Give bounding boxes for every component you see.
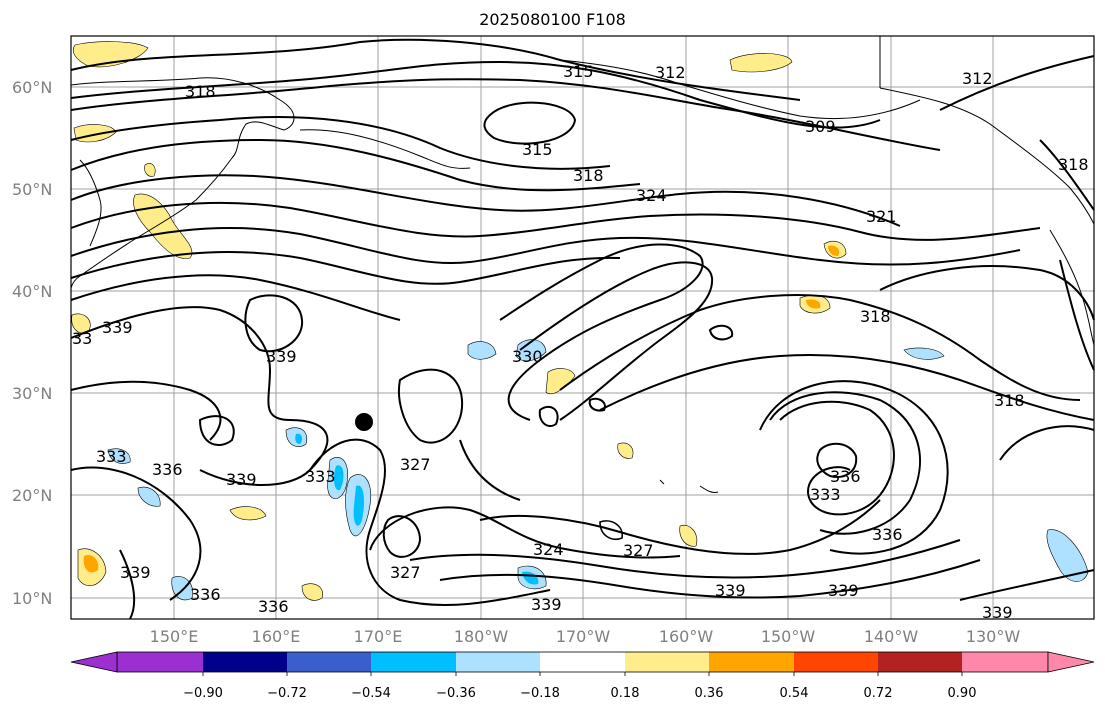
colorbar: −0.90 −0.72 −0.54 −0.36 −0.18 0.18 0.36 … <box>70 651 1095 701</box>
colorbar-segment <box>962 652 1048 672</box>
contour-label: 333 <box>810 485 841 504</box>
contour-label: 327 <box>400 455 431 474</box>
contour-label: 312 <box>962 69 993 88</box>
contour-label: 327 <box>390 563 421 582</box>
contour-label: 339 <box>266 347 297 366</box>
lat-label: 40°N <box>12 282 52 301</box>
contour-label: 336 <box>152 460 183 479</box>
lon-label: 150°E <box>150 627 199 646</box>
contour-label: 336 <box>258 597 289 616</box>
lat-label: 30°N <box>12 384 52 403</box>
contour-label: 33 <box>72 329 92 348</box>
colorbar-segment <box>794 652 878 672</box>
colorbar-tick-label: −0.18 <box>520 686 560 701</box>
contour-label: 336 <box>830 467 861 486</box>
lon-label: 130°W <box>966 627 1021 646</box>
contour-label: 333 <box>96 447 127 466</box>
colorbar-high-arrow <box>1047 651 1095 673</box>
colorbar-segment <box>287 652 371 672</box>
storm-marker <box>355 413 373 431</box>
colorbar-tick-label: 0.54 <box>780 686 809 701</box>
contour-label: 339 <box>531 595 562 614</box>
colorbar-tick-label: 0.72 <box>864 686 893 701</box>
lon-label: 140°W <box>864 627 919 646</box>
contour-label: 336 <box>872 525 903 544</box>
map-panel: 318 315 312 312 309 315 318 324 321 318 … <box>70 35 1095 622</box>
colorbar-tick-label: 0.36 <box>695 686 724 701</box>
lat-label: 10°N <box>12 589 52 608</box>
colorbar-tick-label: −0.54 <box>351 686 391 701</box>
contour-label: 318 <box>860 307 891 326</box>
contour-label: 339 <box>828 581 859 600</box>
contour-label: 318 <box>1058 155 1089 174</box>
contour-label: 339 <box>102 318 133 337</box>
colorbar-tick-label: −0.36 <box>436 686 476 701</box>
lon-label: 180°W <box>454 627 509 646</box>
colorbar-segment <box>709 652 794 672</box>
shaded-anomalies <box>71 41 1089 601</box>
colorbar-tick-label: −0.90 <box>183 686 223 701</box>
contour-label: 330 <box>512 347 543 366</box>
contour-label: 318 <box>994 391 1025 410</box>
colorbar-ticks: −0.90 −0.72 −0.54 −0.36 −0.18 0.18 0.36 … <box>183 686 976 701</box>
longitude-labels: 150°E 160°E 170°E 180°W 170°W 160°W 150°… <box>150 627 1021 646</box>
lon-label: 160°E <box>252 627 301 646</box>
colorbar-segment <box>117 652 203 672</box>
colorbar-low-arrow <box>70 651 118 673</box>
contour-label: 321 <box>866 207 897 226</box>
contour-label: 309 <box>805 117 836 136</box>
contour-label: 324 <box>636 186 667 205</box>
contour-label: 339 <box>226 470 257 489</box>
contour-label: 339 <box>982 603 1013 622</box>
contour-label: 315 <box>522 140 553 159</box>
lat-label: 60°N <box>12 78 52 97</box>
map-frame <box>70 35 1095 620</box>
lon-label: 160°W <box>659 627 714 646</box>
lon-label: 150°W <box>761 627 816 646</box>
lon-label: 170°E <box>354 627 403 646</box>
contours <box>70 38 1095 620</box>
contour-label: 339 <box>715 581 746 600</box>
graticule <box>71 36 1094 619</box>
map-title: 2025080100 F108 <box>479 10 626 29</box>
colorbar-tick-label: 0.90 <box>948 686 977 701</box>
colorbar-segment <box>625 652 709 672</box>
contour-label: 333 <box>305 467 336 486</box>
contour-label: 327 <box>623 541 654 560</box>
coastlines <box>70 36 1095 493</box>
colorbar-segment <box>540 652 625 672</box>
contour-label: 318 <box>185 82 216 101</box>
colorbar-tick-label: 0.18 <box>611 686 640 701</box>
colorbar-segment <box>203 652 287 672</box>
latitude-labels: 60°N 50°N 40°N 30°N 20°N 10°N <box>12 78 52 608</box>
colorbar-segments <box>116 651 1049 676</box>
contour-label: 315 <box>563 62 594 81</box>
contour-labels: 318 315 312 312 309 315 318 324 321 318 … <box>72 62 1089 622</box>
contour-label: 336 <box>190 585 221 604</box>
colorbar-segment <box>878 652 962 672</box>
lon-label: 170°W <box>556 627 611 646</box>
contour-label: 339 <box>120 563 151 582</box>
colorbar-segment <box>371 652 456 672</box>
contour-label: 312 <box>655 63 686 82</box>
contour-label: 324 <box>533 540 564 559</box>
lat-label: 50°N <box>12 180 52 199</box>
lat-label: 20°N <box>12 486 52 505</box>
contour-label: 318 <box>573 166 604 185</box>
colorbar-tick-label: −0.72 <box>267 686 307 701</box>
colorbar-segment <box>456 652 540 672</box>
